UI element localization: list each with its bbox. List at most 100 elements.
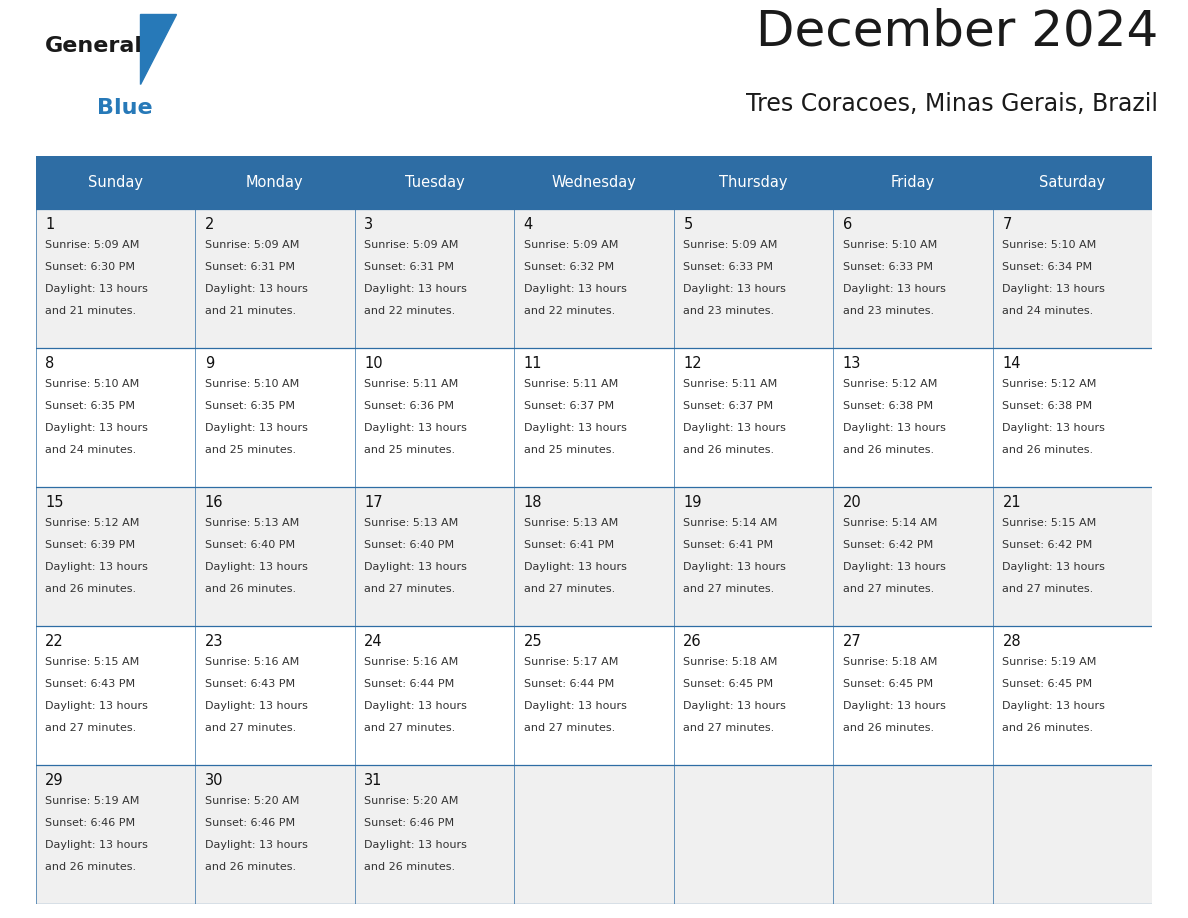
Text: Sunrise: 5:09 AM: Sunrise: 5:09 AM — [683, 241, 778, 251]
Text: Daylight: 13 hours: Daylight: 13 hours — [1003, 701, 1105, 711]
Text: and 24 minutes.: and 24 minutes. — [45, 445, 137, 455]
Text: Daylight: 13 hours: Daylight: 13 hours — [45, 562, 148, 572]
Text: Daylight: 13 hours: Daylight: 13 hours — [842, 423, 946, 433]
Text: Daylight: 13 hours: Daylight: 13 hours — [683, 285, 786, 294]
Text: Sunset: 6:40 PM: Sunset: 6:40 PM — [365, 541, 454, 550]
Text: Daylight: 13 hours: Daylight: 13 hours — [365, 840, 467, 850]
Text: and 26 minutes.: and 26 minutes. — [683, 445, 775, 455]
Text: 24: 24 — [365, 633, 383, 649]
Text: Sunset: 6:37 PM: Sunset: 6:37 PM — [524, 401, 614, 411]
Text: 23: 23 — [204, 633, 223, 649]
Bar — [993, 209, 1152, 348]
Bar — [514, 766, 674, 904]
Polygon shape — [140, 15, 176, 84]
Bar — [833, 209, 993, 348]
Bar — [355, 626, 514, 766]
Text: Sunrise: 5:19 AM: Sunrise: 5:19 AM — [1003, 657, 1097, 667]
Text: Daylight: 13 hours: Daylight: 13 hours — [45, 840, 148, 850]
Text: Daylight: 13 hours: Daylight: 13 hours — [45, 423, 148, 433]
Text: Sunrise: 5:09 AM: Sunrise: 5:09 AM — [45, 241, 139, 251]
Text: and 27 minutes.: and 27 minutes. — [524, 584, 615, 594]
Text: Daylight: 13 hours: Daylight: 13 hours — [524, 423, 627, 433]
Text: and 26 minutes.: and 26 minutes. — [1003, 723, 1093, 733]
Text: and 27 minutes.: and 27 minutes. — [524, 723, 615, 733]
Text: and 22 minutes.: and 22 minutes. — [365, 306, 455, 316]
Text: and 21 minutes.: and 21 minutes. — [204, 306, 296, 316]
Text: 8: 8 — [45, 355, 55, 371]
Text: 20: 20 — [842, 495, 861, 509]
Text: Sunset: 6:31 PM: Sunset: 6:31 PM — [204, 263, 295, 272]
Text: Sunset: 6:46 PM: Sunset: 6:46 PM — [45, 819, 135, 828]
Text: 16: 16 — [204, 495, 223, 509]
Text: and 26 minutes.: and 26 minutes. — [45, 862, 137, 872]
Bar — [674, 348, 833, 487]
Text: 28: 28 — [1003, 633, 1020, 649]
Text: Daylight: 13 hours: Daylight: 13 hours — [842, 285, 946, 294]
Bar — [674, 626, 833, 766]
Text: 4: 4 — [524, 217, 533, 231]
Text: Sunset: 6:44 PM: Sunset: 6:44 PM — [365, 679, 455, 689]
Text: Friday: Friday — [891, 175, 935, 190]
Text: Sunrise: 5:12 AM: Sunrise: 5:12 AM — [842, 379, 937, 389]
Text: Sunset: 6:46 PM: Sunset: 6:46 PM — [365, 819, 454, 828]
Text: Sunrise: 5:16 AM: Sunrise: 5:16 AM — [204, 657, 299, 667]
Text: and 27 minutes.: and 27 minutes. — [683, 584, 775, 594]
Text: and 25 minutes.: and 25 minutes. — [365, 445, 455, 455]
Text: Sunrise: 5:12 AM: Sunrise: 5:12 AM — [1003, 379, 1097, 389]
Text: Sunset: 6:43 PM: Sunset: 6:43 PM — [45, 679, 135, 689]
Bar — [195, 487, 355, 626]
Bar — [674, 487, 833, 626]
Text: 9: 9 — [204, 355, 214, 371]
Bar — [195, 348, 355, 487]
Text: 14: 14 — [1003, 355, 1020, 371]
Text: Daylight: 13 hours: Daylight: 13 hours — [365, 285, 467, 294]
Text: Wednesday: Wednesday — [551, 175, 637, 190]
Text: Tuesday: Tuesday — [405, 175, 465, 190]
Text: Daylight: 13 hours: Daylight: 13 hours — [365, 701, 467, 711]
Text: Sunrise: 5:14 AM: Sunrise: 5:14 AM — [842, 519, 937, 529]
Bar — [833, 487, 993, 626]
Bar — [355, 209, 514, 348]
Text: Sunrise: 5:14 AM: Sunrise: 5:14 AM — [683, 519, 778, 529]
Text: 27: 27 — [842, 633, 861, 649]
Text: Sunset: 6:44 PM: Sunset: 6:44 PM — [524, 679, 614, 689]
Text: Sunset: 6:33 PM: Sunset: 6:33 PM — [842, 263, 933, 272]
Text: Sunset: 6:33 PM: Sunset: 6:33 PM — [683, 263, 773, 272]
Text: 29: 29 — [45, 773, 64, 788]
Text: Daylight: 13 hours: Daylight: 13 hours — [524, 285, 627, 294]
Text: Daylight: 13 hours: Daylight: 13 hours — [45, 701, 148, 711]
Text: Sunset: 6:46 PM: Sunset: 6:46 PM — [204, 819, 295, 828]
Text: Blue: Blue — [97, 98, 153, 118]
Text: and 26 minutes.: and 26 minutes. — [365, 862, 455, 872]
Text: and 27 minutes.: and 27 minutes. — [1003, 584, 1094, 594]
Bar — [36, 156, 1152, 209]
Text: Sunset: 6:35 PM: Sunset: 6:35 PM — [204, 401, 295, 411]
Text: Sunrise: 5:13 AM: Sunrise: 5:13 AM — [524, 519, 618, 529]
Text: 7: 7 — [1003, 217, 1012, 231]
Text: Saturday: Saturday — [1040, 175, 1106, 190]
Text: Sunset: 6:42 PM: Sunset: 6:42 PM — [842, 541, 933, 550]
Text: Sunset: 6:36 PM: Sunset: 6:36 PM — [365, 401, 454, 411]
Text: Daylight: 13 hours: Daylight: 13 hours — [204, 840, 308, 850]
Bar — [993, 626, 1152, 766]
Bar — [36, 487, 195, 626]
Bar — [514, 209, 674, 348]
Text: Sunrise: 5:15 AM: Sunrise: 5:15 AM — [1003, 519, 1097, 529]
Text: and 27 minutes.: and 27 minutes. — [365, 584, 455, 594]
Text: Sunrise: 5:16 AM: Sunrise: 5:16 AM — [365, 657, 459, 667]
Text: 2: 2 — [204, 217, 214, 231]
Text: and 26 minutes.: and 26 minutes. — [45, 584, 137, 594]
Bar — [514, 487, 674, 626]
Bar — [993, 766, 1152, 904]
Text: 12: 12 — [683, 355, 702, 371]
Text: 11: 11 — [524, 355, 542, 371]
Text: 5: 5 — [683, 217, 693, 231]
Text: 17: 17 — [365, 495, 383, 509]
Bar — [355, 348, 514, 487]
Bar — [195, 626, 355, 766]
Bar — [36, 348, 195, 487]
Text: Daylight: 13 hours: Daylight: 13 hours — [524, 562, 627, 572]
Text: Sunrise: 5:10 AM: Sunrise: 5:10 AM — [204, 379, 299, 389]
Text: Sunset: 6:34 PM: Sunset: 6:34 PM — [1003, 263, 1093, 272]
Text: and 26 minutes.: and 26 minutes. — [204, 862, 296, 872]
